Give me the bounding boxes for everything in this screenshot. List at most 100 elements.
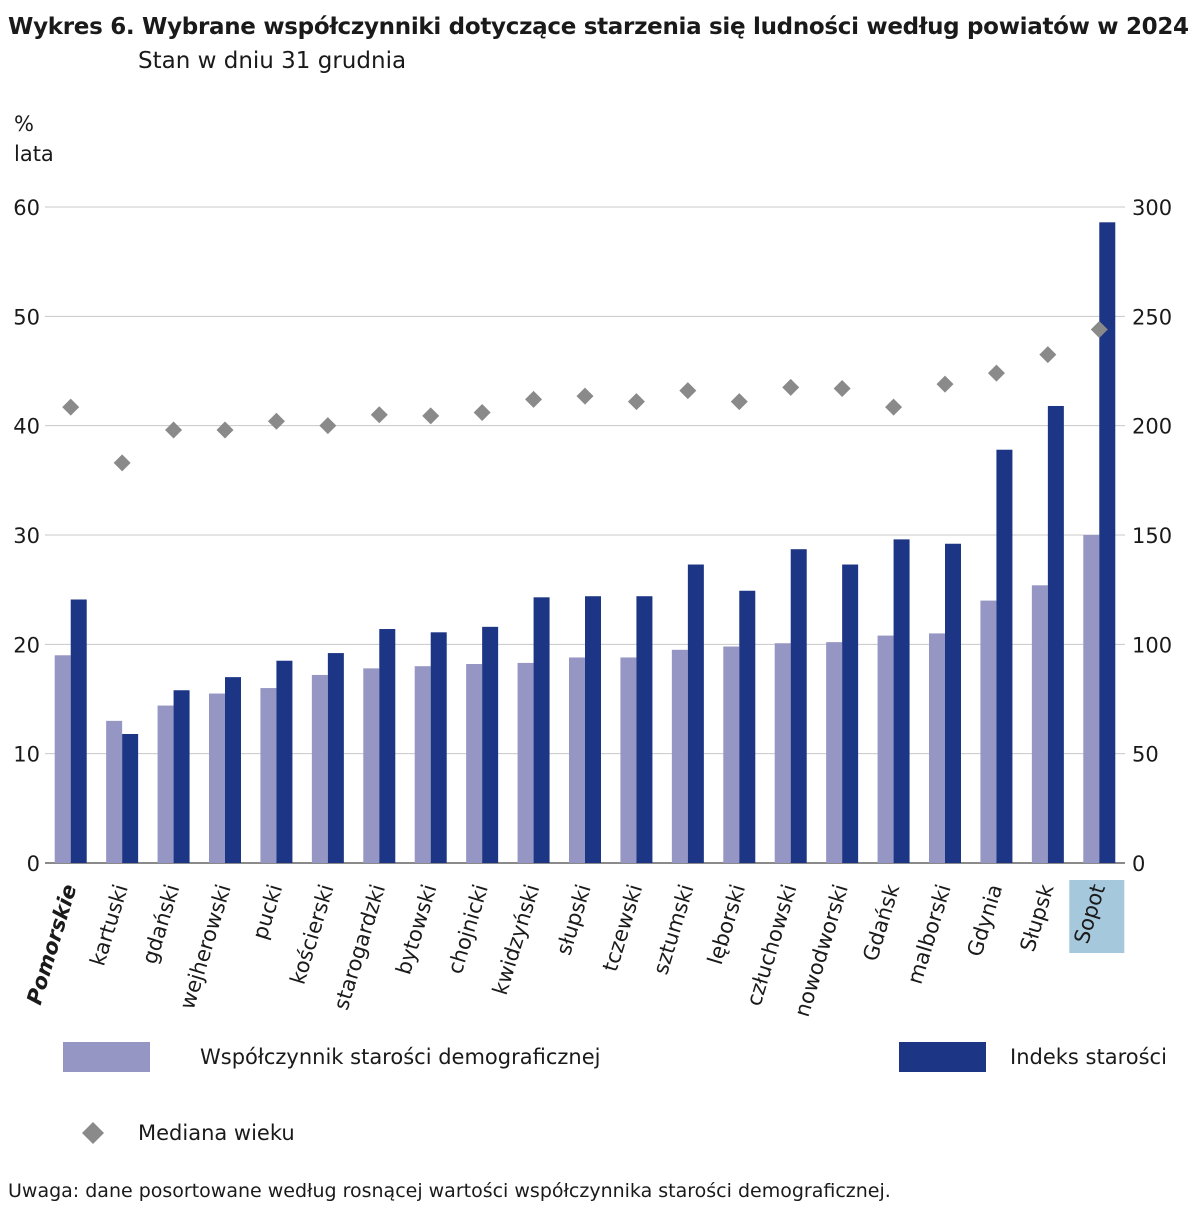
category-label: gdański [137, 881, 184, 966]
chart-title: Wykres 6. Wybrane współczynniki dotycząc… [8, 14, 1195, 40]
bar-indeks [945, 543, 961, 863]
bar-wspolczynnik [620, 657, 637, 863]
bar-indeks [173, 690, 190, 863]
bar-wspolczynnik [671, 649, 688, 863]
left-axis-unit-years: lata [14, 142, 54, 166]
marker-mediana [885, 398, 903, 416]
bar-wspolczynnik [980, 600, 997, 863]
marker-mediana [987, 364, 1005, 382]
legend-swatch-indeks [899, 1042, 986, 1072]
category-label: człuchowski [742, 881, 802, 1008]
bar-indeks [1099, 222, 1116, 864]
bar-wspolczynnik [723, 646, 740, 863]
left-tick-label: 40 [13, 415, 40, 439]
left-tick-label: 30 [13, 524, 40, 548]
bar-wspolczynnik [1083, 535, 1100, 863]
marker-mediana [216, 421, 234, 439]
marker-mediana [319, 417, 337, 435]
legend-item-wspolczynnik: Współczynnik starości demograficznej [63, 1042, 600, 1072]
bar-wspolczynnik [311, 674, 328, 863]
bar-indeks [585, 596, 601, 863]
category-label: kartuski [85, 881, 132, 968]
legend-label-indeks: Indeks starości [1010, 1045, 1167, 1069]
legend-item-indeks: Indeks starości [899, 1042, 1167, 1072]
marker-mediana [576, 387, 594, 405]
marker-mediana [62, 398, 80, 416]
legend-label-wspolczynnik: Współczynnik starości demograficznej [200, 1045, 601, 1069]
bar-indeks [225, 677, 241, 863]
category-label: Pomorskie [22, 881, 81, 1007]
category-label: pucki [248, 881, 287, 942]
bar-indeks [636, 596, 653, 863]
bar-wspolczynnik [929, 633, 945, 863]
marker-mediana [782, 378, 800, 396]
bar-indeks [327, 653, 344, 863]
chart-subtitle: Stan w dniu 31 grudnia [138, 48, 407, 74]
marker-mediana [113, 454, 131, 472]
category-label: starogardzki [329, 881, 390, 1012]
category-label: chojnicki [443, 881, 493, 976]
bar-wspolczynnik [826, 642, 843, 863]
bar-wspolczynnik [363, 668, 380, 863]
left-axis-unit-percent: % [14, 112, 34, 136]
category-highlight-box [1069, 880, 1125, 953]
marker-mediana [1090, 320, 1108, 338]
marker-mediana [730, 393, 748, 411]
category-label: kościerski [286, 881, 339, 987]
bar-wspolczynnik [260, 688, 277, 863]
right-tick-label: 200 [1132, 415, 1172, 439]
chart-note: Uwaga: dane posortowane według rosnącej … [8, 1180, 891, 1202]
bar-wspolczynnik [209, 693, 225, 863]
bar-wspolczynnik [877, 635, 894, 863]
marker-mediana [1039, 346, 1057, 364]
bar-indeks [276, 660, 293, 863]
marker-mediana [627, 393, 645, 411]
category-label: sztumski [649, 881, 699, 977]
category-label: bytowski [391, 881, 441, 977]
bar-indeks [790, 549, 807, 863]
bar-wspolczynnik [54, 655, 71, 863]
left-tick-label: 10 [13, 743, 40, 767]
bar-indeks [1047, 405, 1064, 863]
category-label: kwidzyński [488, 881, 544, 997]
marker-mediana [165, 421, 183, 439]
left-tick-label: 60 [13, 196, 40, 220]
right-tick-label: 0 [1132, 852, 1145, 876]
left-tick-label: 20 [13, 633, 40, 657]
category-label: słupski [552, 881, 596, 957]
legend-item-mediana: Mediana wieku [78, 1118, 295, 1148]
right-tick-label: 100 [1132, 633, 1172, 657]
category-label: lęborski [703, 881, 750, 967]
category-label: Gdańsk [858, 881, 904, 964]
legend-marker-mediana [82, 1122, 104, 1144]
bar-indeks [122, 733, 139, 863]
bar-wspolczynnik [774, 643, 791, 863]
right-tick-label: 300 [1132, 196, 1172, 220]
bar-wspolczynnik [466, 664, 483, 863]
right-tick-label: 150 [1132, 524, 1172, 548]
legend-swatch-wspolczynnik [63, 1042, 150, 1072]
right-tick-label: 250 [1132, 305, 1172, 329]
bar-indeks [482, 626, 499, 863]
bar-indeks [996, 449, 1013, 863]
bar-indeks [70, 599, 87, 863]
bar-indeks [379, 629, 396, 863]
bar-wspolczynnik [157, 705, 174, 863]
bar-indeks [533, 597, 550, 863]
marker-mediana [422, 407, 440, 425]
bar-indeks [430, 632, 447, 863]
marker-mediana [473, 404, 491, 422]
bar-indeks [739, 590, 756, 863]
category-label: Gdynia [963, 881, 1008, 959]
marker-mediana [936, 375, 954, 393]
left-tick-label: 50 [13, 305, 40, 329]
marker-mediana [525, 390, 543, 408]
category-label: nowodworski [790, 881, 853, 1019]
marker-mediana [679, 382, 697, 400]
left-tick-label: 0 [27, 852, 40, 876]
bar-indeks [842, 564, 859, 863]
right-tick-label: 50 [1132, 743, 1159, 767]
category-label: tczewski [598, 881, 647, 974]
bar-wspolczynnik [414, 666, 431, 863]
bar-wspolczynnik [106, 720, 123, 863]
